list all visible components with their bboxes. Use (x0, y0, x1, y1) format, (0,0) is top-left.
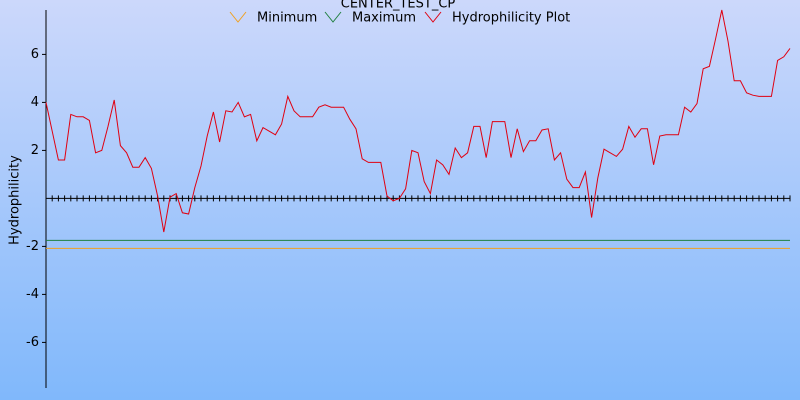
y-tick-label: 4 (31, 95, 39, 110)
y-tick-label: -6 (26, 335, 39, 350)
legend-icon (424, 11, 442, 23)
y-tick-label: 6 (31, 47, 39, 62)
legend-label: Maximum (352, 11, 416, 26)
y-tick-label: 2 (31, 143, 39, 158)
legend-label: Hydrophilicity Plot (452, 11, 570, 26)
y-axis-label: Hydrophilicity (8, 155, 23, 245)
legend-icon (229, 11, 247, 23)
legend-icon (324, 11, 342, 23)
y-tick-label: -4 (26, 287, 39, 302)
data-line (45, 9, 791, 233)
legend-label: Minimum (257, 11, 317, 26)
chart-title: CENTER_TEST_CP (341, 0, 456, 12)
y-tick-label: -2 (26, 239, 39, 254)
